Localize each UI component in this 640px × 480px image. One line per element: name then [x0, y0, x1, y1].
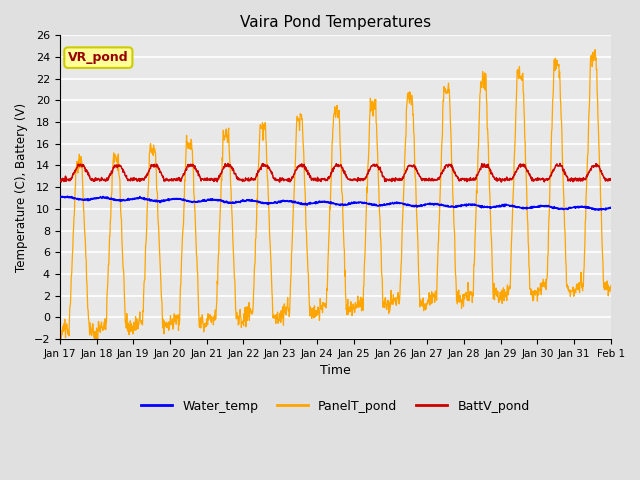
Legend: Water_temp, PanelT_pond, BattV_pond: Water_temp, PanelT_pond, BattV_pond	[136, 395, 535, 418]
Y-axis label: Temperature (C), Battery (V): Temperature (C), Battery (V)	[15, 103, 28, 272]
X-axis label: Time: Time	[320, 364, 351, 377]
Title: Vaira Pond Temperatures: Vaira Pond Temperatures	[240, 15, 431, 30]
Text: VR_pond: VR_pond	[68, 51, 129, 64]
